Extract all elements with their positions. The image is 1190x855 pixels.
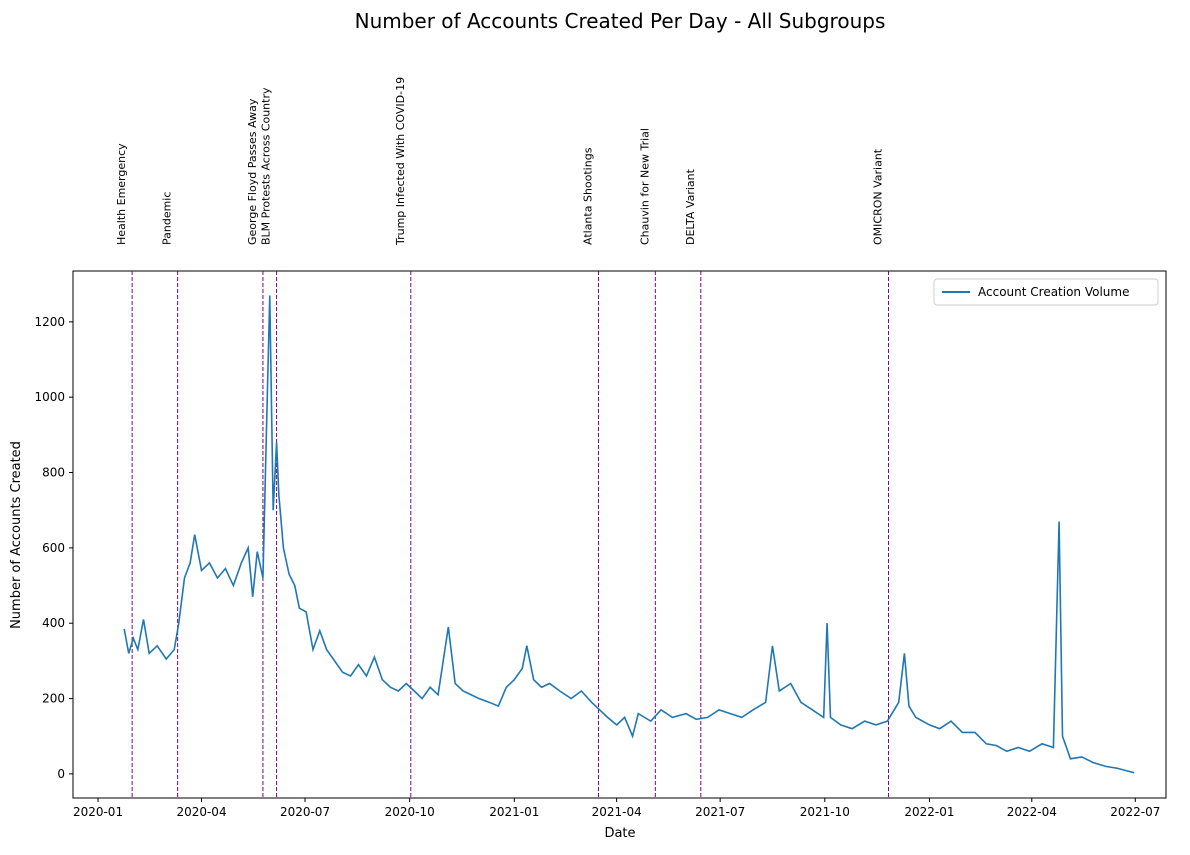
x-tick-label: 2020-07 bbox=[280, 805, 330, 819]
chart-title: Number of Accounts Created Per Day - All… bbox=[355, 9, 886, 33]
legend-label: Account Creation Volume bbox=[978, 285, 1129, 299]
event-label: Health Emergency bbox=[115, 143, 128, 245]
x-tick-label: 2021-10 bbox=[800, 805, 850, 819]
event-label: George Floyd Passes Away bbox=[246, 98, 259, 245]
x-axis-label: Date bbox=[604, 826, 635, 841]
series-line bbox=[123, 295, 1135, 774]
event-label: OMICRON Variant bbox=[871, 148, 884, 245]
y-tick-label: 400 bbox=[42, 616, 65, 630]
x-tick-label: 2020-10 bbox=[385, 805, 435, 819]
y-tick-label: 1000 bbox=[34, 390, 65, 404]
x-tick-label: 2022-04 bbox=[1007, 805, 1057, 819]
x-tick-label: 2022-07 bbox=[1110, 805, 1160, 819]
y-tick-label: 0 bbox=[57, 767, 65, 781]
event-label: Atlanta Shootings bbox=[581, 147, 594, 245]
event-label: Pandemic bbox=[161, 192, 174, 245]
x-tick-label: 2021-01 bbox=[489, 805, 539, 819]
plot-frame bbox=[72, 270, 1167, 799]
x-tick-label: 2020-01 bbox=[73, 805, 123, 819]
x-tick-label: 2021-04 bbox=[592, 805, 642, 819]
event-label: BLM Protests Across Country bbox=[260, 87, 273, 245]
event-label: DELTA Variant bbox=[684, 168, 697, 245]
legend-box bbox=[933, 278, 1159, 306]
x-tick-label: 2020-04 bbox=[176, 805, 226, 819]
y-tick-label: 800 bbox=[42, 466, 65, 480]
y-axis-label: Number of Accounts Created bbox=[9, 441, 24, 629]
y-tick-label: 1200 bbox=[34, 315, 65, 329]
y-tick-label: 600 bbox=[42, 541, 65, 555]
x-tick-label: 2021-07 bbox=[695, 805, 745, 819]
y-tick-label: 200 bbox=[42, 692, 65, 706]
event-label: Trump Infected With COVID-19 bbox=[394, 77, 407, 246]
x-tick-label: 2022-01 bbox=[904, 805, 954, 819]
event-label: Chauvin for New Trial bbox=[638, 128, 651, 245]
